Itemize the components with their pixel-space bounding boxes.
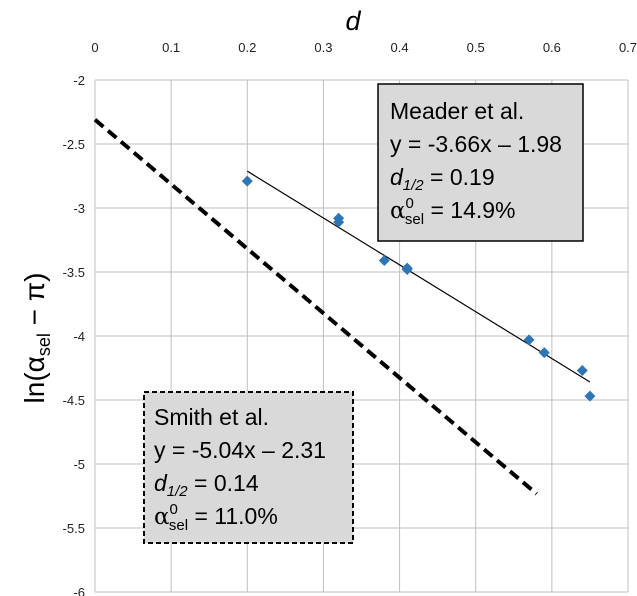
y-tick-label: -6 <box>73 585 85 596</box>
smith-title: Smith et al. <box>154 404 269 430</box>
data-point <box>401 263 413 275</box>
y-tick-label: -3 <box>73 201 85 216</box>
data-points <box>241 175 596 402</box>
meader-alpha: α0 sel = 14.9% <box>390 195 516 228</box>
x-tick-label: 0.7 <box>619 40 637 55</box>
y-axis-title-main: ln(α <box>19 356 50 403</box>
y-tick-label: -2 <box>73 73 85 88</box>
y-tick-label: -4.5 <box>63 393 85 408</box>
smith-alpha: α0 sel = 11.0% <box>154 501 278 534</box>
smith-annotation: Smith et al. y = -5.04x – 2.31 d1/2 = 0.… <box>143 391 354 544</box>
y-tick-label: -4 <box>73 329 85 344</box>
y-axis-title: ln(αsel − π) <box>19 273 54 404</box>
fit-lines <box>93 118 591 496</box>
meader-annotation: Meader et al. y = -3.66x – 1.98 d1/2 = 0… <box>377 83 584 242</box>
smith-equation: y = -5.04x – 2.31 <box>154 437 326 463</box>
x-tick-label: 0.1 <box>162 40 180 55</box>
smith-box <box>143 391 354 544</box>
x-tick-label: 0 <box>91 40 98 55</box>
x-tick-label: 0.2 <box>238 40 256 55</box>
y-tick-labels: -2 -2.5 -3 -3.5 -4 -4.5 -5 -5.5 -6 <box>63 73 85 596</box>
y-axis-title-sub: sel <box>34 333 54 356</box>
data-point <box>333 216 345 228</box>
y-tick-label: -5 <box>73 457 85 472</box>
x-tick-label: 0.6 <box>543 40 561 55</box>
data-point <box>538 347 550 359</box>
data-point <box>584 390 596 402</box>
x-tick-label: 0.3 <box>314 40 332 55</box>
x-tick-label: 0.5 <box>467 40 485 55</box>
data-point <box>241 175 253 187</box>
x-tick-labels: 0 0.1 0.2 0.3 0.4 0.5 0.6 0.7 <box>91 40 637 55</box>
x-axis-title: d <box>345 6 361 36</box>
meader-title: Meader et al. <box>390 98 524 124</box>
y-axis-title-tail: − π) <box>19 273 50 334</box>
data-point <box>378 254 390 266</box>
y-tick-label: -5.5 <box>63 521 85 536</box>
meader-fit-line <box>246 170 591 383</box>
data-point <box>576 365 588 377</box>
meader-equation: y = -3.66x – 1.98 <box>390 131 562 157</box>
y-tick-label: -3.5 <box>63 265 85 280</box>
meader-d-half: d1/2 = 0.19 <box>390 164 495 194</box>
data-point <box>523 334 535 346</box>
meader-box <box>377 83 584 242</box>
x-tick-label: 0.4 <box>391 40 409 55</box>
smith-d-half: d1/2 = 0.14 <box>154 470 259 500</box>
y-tick-label: -2.5 <box>63 137 85 152</box>
smith-fit-line <box>93 118 538 496</box>
